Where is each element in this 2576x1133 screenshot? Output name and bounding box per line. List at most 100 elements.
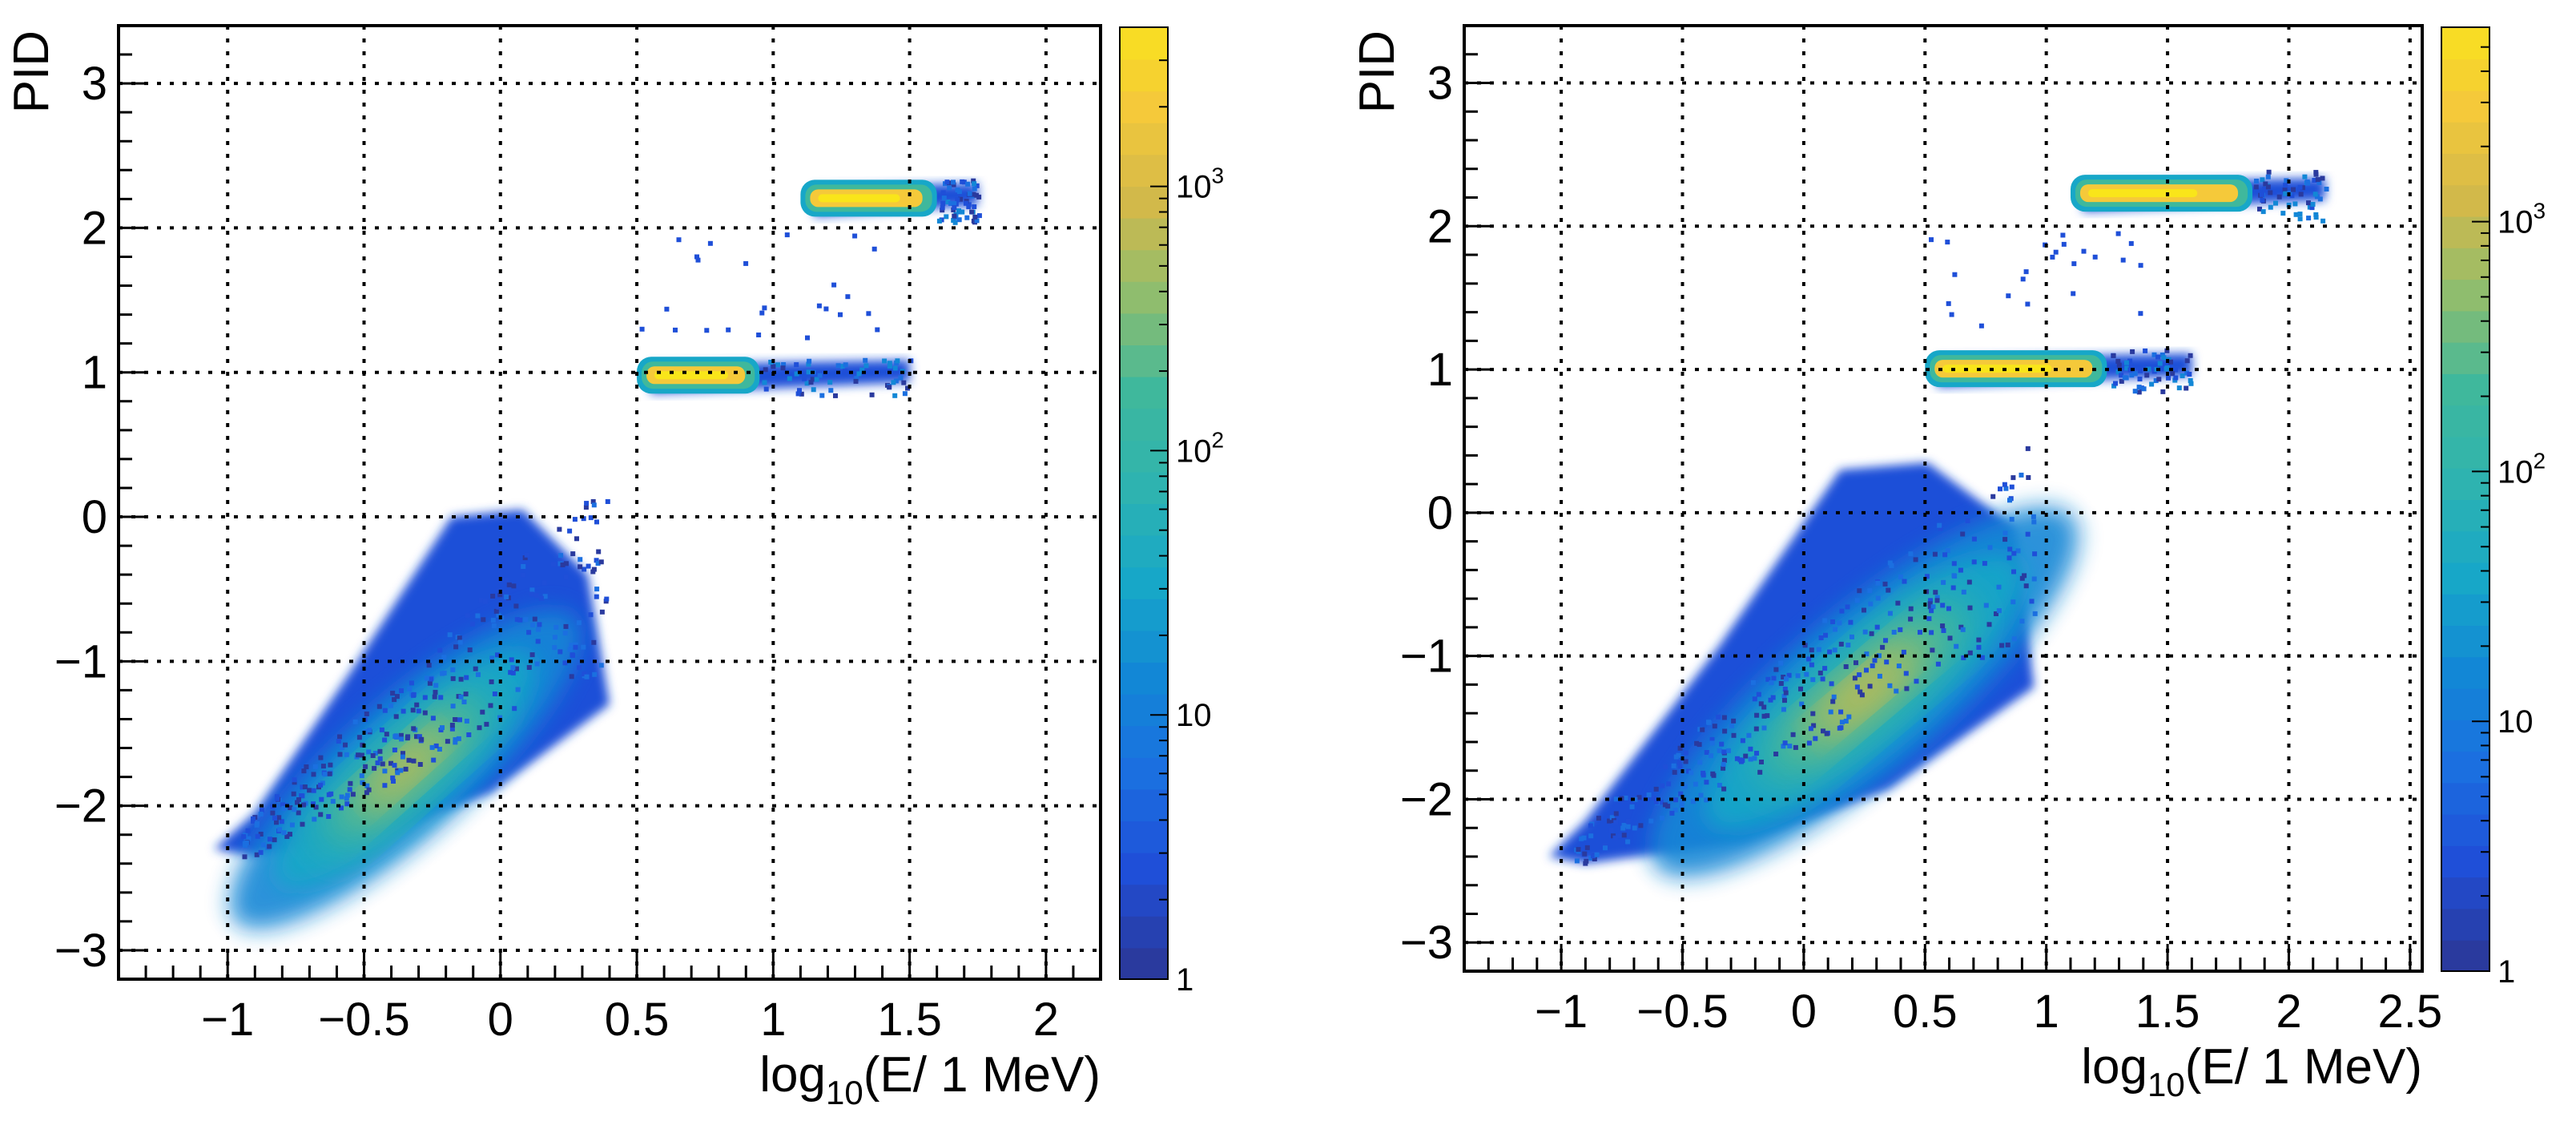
sparse-bin: [284, 834, 290, 839]
sparse-bin: [2141, 386, 2147, 392]
sparse-bin: [534, 661, 540, 667]
sparse-bin: [490, 594, 496, 599]
sparse-bin: [356, 752, 361, 758]
sparse-bin: [1721, 758, 1727, 763]
sparse-bin: [2155, 354, 2160, 360]
sparse-bin: [2260, 197, 2265, 203]
sparse-bin: [529, 652, 535, 658]
sparse-bin: [827, 380, 833, 385]
sparse-bin: [2297, 216, 2303, 222]
sparse-bin: [1875, 595, 1881, 601]
sparse-bin: [255, 821, 260, 826]
sparse-bin: [1908, 606, 1914, 611]
sparse-bin: [384, 732, 389, 737]
sparse-bin: [577, 665, 582, 671]
sparse-bin: [456, 736, 461, 741]
sparse-bin: [1809, 662, 1814, 667]
sparse-bin: [839, 364, 845, 369]
sparse-bin: [814, 377, 819, 382]
sparse-bin: [1886, 587, 1891, 593]
y-tick-label: 0: [1427, 487, 1453, 539]
sparse-bin: [380, 761, 385, 767]
sparse-bin: [971, 178, 976, 183]
sparse-bin: [489, 679, 494, 684]
sparse-bin: [1579, 836, 1584, 841]
sparse-bin: [2032, 551, 2038, 557]
sparse-bin: [1843, 719, 1849, 724]
sparse-bin: [2273, 200, 2278, 206]
sparse-bin: [945, 200, 951, 204]
sparse-bin: [2115, 358, 2121, 364]
sparse-bin: [447, 632, 453, 638]
sparse-bin: [1945, 240, 1950, 245]
sparse-bin: [2023, 583, 2029, 589]
sparse-bin: [838, 312, 843, 317]
sparse-bin: [295, 800, 300, 805]
sparse-bin: [2184, 385, 2189, 391]
sparse-bin: [414, 734, 419, 740]
sparse-bin: [882, 358, 888, 364]
sparse-bin: [901, 380, 907, 385]
sparse-bin: [1830, 699, 1836, 704]
sparse-bin: [352, 719, 358, 724]
sparse-bin: [941, 196, 947, 201]
sparse-bin: [1748, 756, 1753, 762]
colorbar-step: [2441, 90, 2489, 123]
sparse-bin: [573, 644, 578, 650]
band-core-peak: [654, 371, 729, 380]
sparse-bin: [563, 575, 569, 580]
sparse-bin: [551, 562, 556, 567]
sparse-bin: [2314, 194, 2320, 200]
sparse-bin: [1940, 623, 1946, 629]
sparse-bin: [2180, 373, 2185, 378]
sparse-bin: [1823, 632, 1828, 638]
colorbar-step: [2441, 845, 2489, 878]
sparse-bin: [497, 715, 503, 720]
sparse-bin: [1808, 726, 1813, 732]
sparse-bin: [763, 386, 769, 392]
sparse-bin: [1784, 676, 1789, 682]
sparse-bin: [726, 327, 731, 333]
sparse-bin: [1859, 692, 1865, 698]
sparse-bin: [584, 501, 590, 506]
heatmap-data: [1549, 169, 2329, 877]
sparse-bin: [245, 828, 251, 833]
sparse-bin: [1721, 749, 1727, 755]
sparse-bin: [976, 194, 982, 200]
sparse-bin: [581, 516, 586, 522]
colorbar-step: [2441, 310, 2489, 343]
colorbar-step: [2441, 877, 2489, 909]
sparse-bin: [339, 794, 344, 800]
sparse-bin: [394, 735, 400, 740]
sparse-bin: [1725, 748, 1731, 753]
sparse-bin: [639, 326, 645, 332]
colorbar-step: [1120, 947, 1168, 980]
y-tick-label: −1: [1400, 631, 1453, 683]
sparse-bin: [313, 804, 319, 810]
sparse-bin: [1960, 627, 1966, 632]
sparse-bin: [1845, 643, 1851, 647]
colorbar-step: [1120, 566, 1168, 599]
sparse-bin: [944, 214, 949, 220]
sparse-bin: [279, 819, 284, 825]
sparse-bin: [1933, 590, 1938, 595]
sparse-bin: [1809, 647, 1814, 653]
sparse-bin: [2276, 194, 2282, 200]
sparse-bin: [1781, 675, 1786, 679]
sparse-bin: [1729, 723, 1734, 728]
sparse-bin: [1833, 627, 1837, 632]
sparse-bin: [336, 739, 341, 744]
sparse-bin: [1854, 598, 1860, 603]
sparse-bin: [2025, 446, 2031, 451]
sparse-bin: [2283, 183, 2288, 188]
x-tick-label: 0: [488, 994, 513, 1046]
sparse-bin: [1612, 835, 1618, 841]
sparse-bin: [598, 559, 604, 565]
x-tick-label: 2.5: [2378, 986, 2443, 1038]
colorbar-frame: [2441, 26, 2490, 972]
sparse-bin: [595, 561, 601, 566]
sparse-bin: [480, 709, 485, 715]
sparse-bin: [2149, 381, 2155, 387]
colorbar-step: [1120, 915, 1168, 949]
sparse-bin: [2286, 202, 2292, 208]
